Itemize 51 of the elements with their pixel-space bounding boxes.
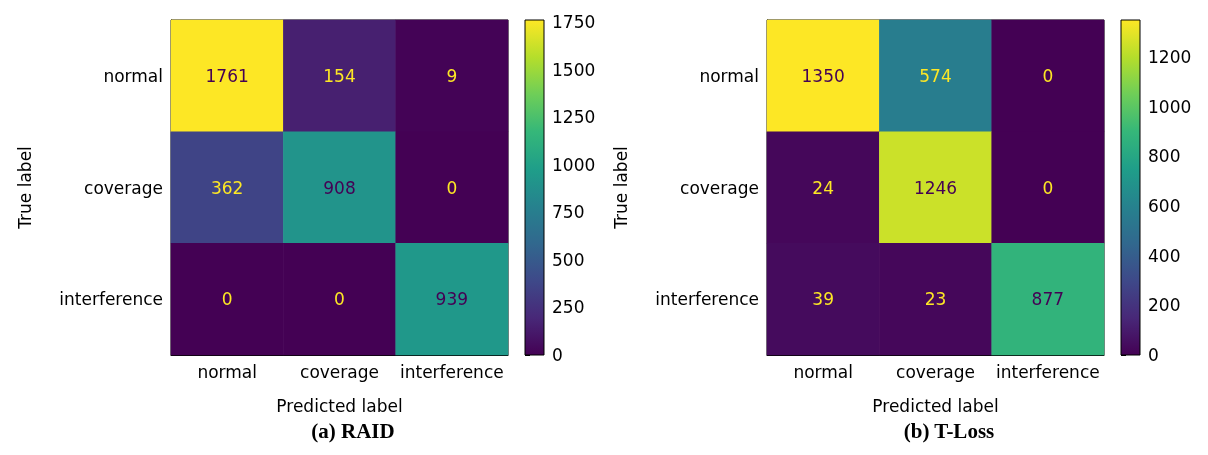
text: (b) T-Loss [903,418,995,443]
x-tick-label: interference [399,361,504,382]
color-bar-label: 1750 [552,12,596,33]
data-label: 0 [1042,65,1054,86]
color-bar-label: 750 [552,202,585,223]
y-axis-title: True label [610,146,631,230]
x-tick-label: normal [793,361,853,382]
data-label: 908 [323,177,356,198]
data-label: 154 [323,65,356,86]
data-label: 23 [924,289,947,310]
x-tick-label: normal [197,361,257,382]
color-bar-label: 600 [1148,196,1181,217]
y-tick-label: normal [699,65,759,86]
color-bar-label: 250 [552,297,585,318]
color-bar-label: 0 [1148,345,1159,365]
data-label: 0 [446,177,458,198]
color-bar-label: 400 [1148,245,1181,266]
y-tick-label: coverage [84,177,163,198]
y-axis-title: True label [14,146,35,230]
x-axis-title: Predicted label [872,395,999,416]
data-label: 362 [210,177,244,198]
color-bar-label: 1500 [552,59,596,80]
color-bar-label: 0 [552,345,563,365]
color-bar-label: 1250 [552,107,596,128]
data-label: 9 [446,65,458,86]
data-label: 0 [221,289,233,310]
color-bar-label: 1000 [552,154,596,175]
y-tick-label: interference [59,289,163,310]
data-label: 1761 [205,65,249,86]
data-label: 939 [435,289,469,310]
data-label: 877 [1031,289,1065,310]
data-label: 1246 [913,177,958,198]
x-tick-label: coverage [300,361,379,382]
color-bar-label: 1000 [1148,96,1192,117]
color-bar-label: 800 [1148,146,1181,167]
x-axis-title: Predicted label [276,395,403,416]
data-label: 39 [812,289,834,310]
y-tick-label: normal [103,65,163,86]
x-tick-label: coverage [896,361,975,382]
data-label: 24 [812,177,834,198]
color-bar-label: 1200 [1148,47,1192,68]
data-label: 1350 [801,65,845,86]
y-tick-label: interference [655,289,759,310]
data-label: 574 [919,65,952,86]
color-bar-label: 500 [552,249,585,270]
text: (a) RAID [311,418,395,443]
data-label: 0 [334,289,345,310]
data-label: 0 [1042,177,1054,198]
color-bar-label: 200 [1148,295,1181,316]
y-tick-label: coverage [680,177,759,198]
x-tick-label: interference [995,361,1100,382]
